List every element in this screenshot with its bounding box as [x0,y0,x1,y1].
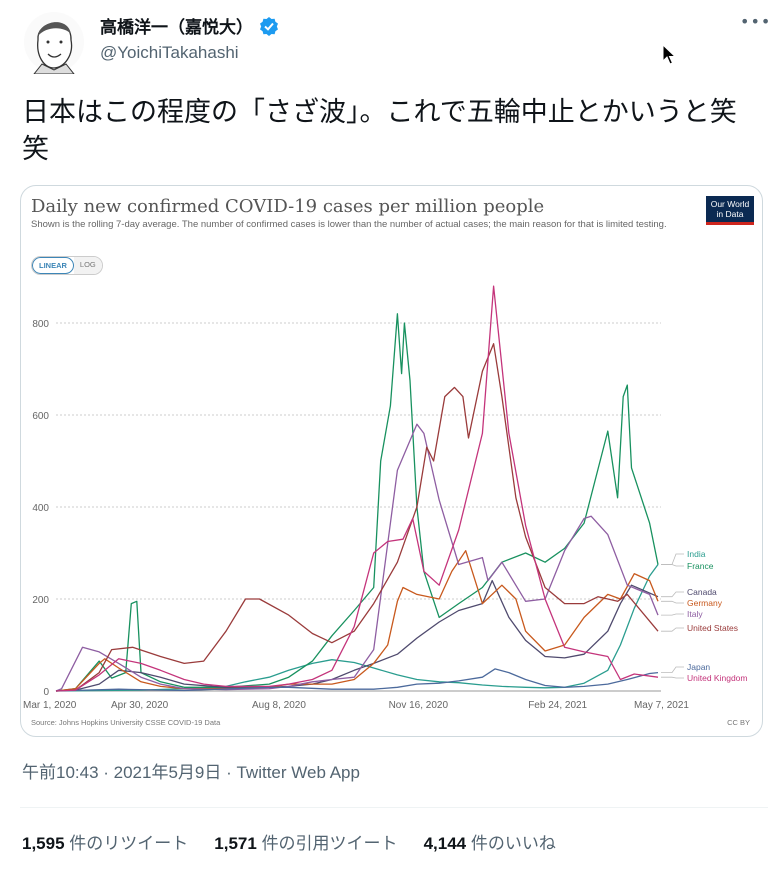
retweet-count[interactable]: 1,595 件のリツイート [22,834,189,853]
x-tick-label: Mar 1, 2020 [23,700,77,711]
legend-label: United Kingdom [687,673,747,683]
chart-image-card[interactable]: 0 200 400 600 800 Mar 1, 2020 Apr 30, 2020 Aug … [20,185,763,737]
scale-toggle[interactable]: LINEAR LOG [31,256,103,275]
legend-label: India [687,549,706,559]
series-line-france [55,313,659,692]
tweet-stats: 1,595 件のリツイート 1,571 件の引用ツイート 4,144 件のいいね [22,829,556,854]
author-name[interactable]: 高橋洋一（嘉悦大） [100,18,253,38]
like-count[interactable]: 4,144 件のいいね [423,834,556,853]
legend-connector [661,564,684,567]
legend-label: Canada [687,587,717,597]
legend-connector [661,600,684,604]
linear-scale-button[interactable]: LINEAR [32,257,74,274]
series-line-italy [55,423,659,692]
legend-connector [661,666,684,673]
y-tick-label: 200 [32,595,49,606]
y-tick-label: 0 [43,687,49,698]
x-tick-label: Apr 30, 2020 [111,700,169,711]
legend-connector [661,676,684,679]
owid-logo: Our World in Data [706,196,754,225]
tweet-timestamp[interactable]: 午前10:43 · 2021年5月9日 · Twitter Web App [22,763,360,782]
legend-connector [661,591,684,598]
series-line-united-states [55,343,659,692]
chart-license: CC BY [727,718,750,727]
legend-label: France [687,561,714,571]
series-line-germany [55,550,659,692]
y-tick-label: 600 [32,411,49,422]
x-tick-label: Feb 24, 2021 [528,700,587,711]
legend-label: Italy [687,609,703,619]
chart-source: Source: Johns Hopkins University CSSE CO… [31,718,221,727]
legend-label: United States [687,623,738,633]
y-tick-label: 800 [32,319,49,330]
avatar[interactable] [24,10,84,74]
x-tick-label: May 7, 2021 [634,700,689,711]
x-tick-label: Nov 16, 2020 [389,700,449,711]
ellipsis-icon[interactable]: ••• [740,12,772,31]
series-line-united-kingdom [55,285,659,692]
divider [20,807,768,808]
series-line-japan [55,668,659,692]
legend-connector [661,613,684,616]
log-scale-button[interactable]: LOG [73,257,102,274]
x-tick-label: Aug 8, 2020 [252,700,306,711]
author-name-row[interactable]: 高橋洋一（嘉悦大） [100,13,279,38]
quote-tweet-count[interactable]: 1,571 件の引用ツイート [214,834,398,853]
legend-connector [661,627,684,632]
mouse-cursor-icon [662,44,676,65]
series-line-india [55,564,659,692]
verified-badge-icon [260,16,278,36]
author-handle[interactable]: @YoichiTakahashi [100,43,239,62]
legend-label: Japan [687,662,710,672]
chart-title: Daily new confirmed COVID-19 cases per m… [31,196,545,217]
series-line-canada [55,579,659,692]
legend-label: Germany [687,598,723,608]
line-chart: 0 200 400 600 800 Mar 1, 2020 Apr 30, 2020 Aug … [23,285,747,711]
chart-subtitle: Shown is the rolling 7-day average. The … [31,219,667,230]
y-tick-label: 400 [32,503,49,514]
tweet-text: 日本はこの程度の「さざ波」。これで五輪中止とかいうと笑笑 [22,97,737,165]
legend-connector [661,553,684,565]
